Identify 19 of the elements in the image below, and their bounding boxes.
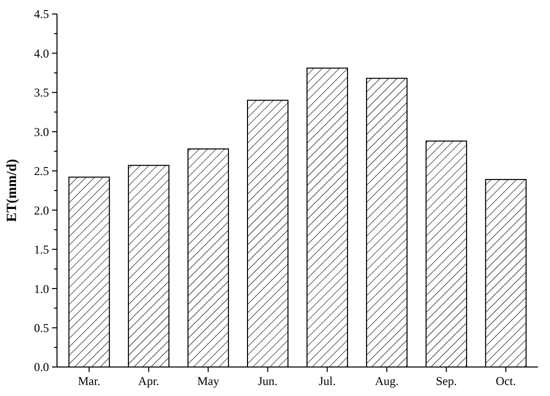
y-tick-label: 1.0 [34,282,49,296]
y-tick-label: 3.0 [34,124,49,139]
x-tick-label: May [197,374,220,388]
y-tick-label: 4.5 [34,7,49,22]
x-tick-label: Oct. [496,374,516,388]
x-tick-label: Mar. [78,374,100,388]
x-tick-label: Apr. [138,374,160,388]
y-tick-label: 4.0 [34,46,49,60]
y-axis-title: ET(mm/d) [5,158,20,222]
y-tick-label: 0.0 [34,360,49,374]
x-tick-label: Jul. [318,374,336,388]
y-tick-label: 1.5 [34,242,49,257]
x-tick-label: Aug. [374,374,399,388]
y-tick-label: 2.5 [34,164,49,178]
y-tick-label: 0.5 [34,320,49,335]
x-tick-label: Sep. [436,374,457,388]
y-tick-label: 2.0 [34,203,49,218]
x-tick-label: Jun. [258,374,278,388]
y-tick-label: 3.5 [34,86,49,100]
